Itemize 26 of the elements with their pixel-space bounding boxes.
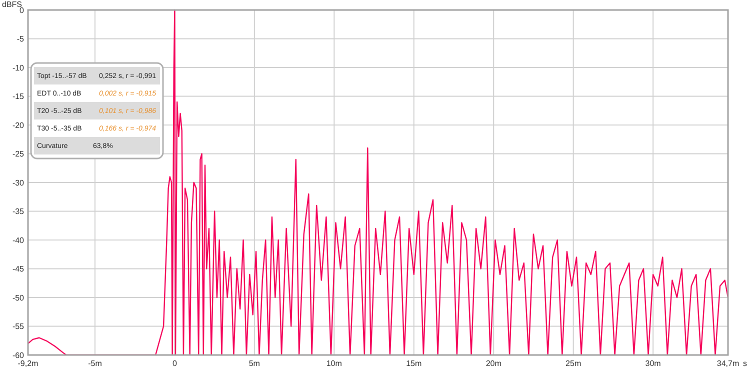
- y-tick-label: 0: [20, 6, 25, 15]
- y-tick-label: -50: [12, 293, 25, 302]
- x-tick-label: 15m: [406, 359, 422, 368]
- x-tick-label: 30m: [645, 359, 662, 368]
- y-tick-label: -40: [12, 236, 25, 245]
- y-tick-label: -20: [12, 120, 25, 130]
- x-tick-label: -5m: [88, 359, 102, 368]
- x-tick-label: -9,2m: [18, 359, 39, 368]
- y-tick-label: -10: [12, 63, 25, 72]
- y-tick-label: -5: [16, 34, 25, 44]
- y-tick-label: -15: [12, 92, 25, 102]
- y-tick-label: -25: [12, 150, 25, 159]
- x-tick-label: 0: [172, 359, 178, 368]
- x-tick-label: 10m: [326, 359, 342, 368]
- x-tick-label: 20m: [486, 359, 502, 368]
- y-tick-label: -60: [12, 350, 25, 360]
- x-tick-label: 34,7m: [716, 359, 740, 368]
- x-tick-label: 25m: [566, 359, 582, 368]
- y-axis-title: dBFS: [2, 0, 22, 9]
- x-tick-label: 5m: [248, 359, 260, 368]
- y-tick-label: -55: [12, 322, 25, 332]
- y-tick-label: -45: [12, 264, 25, 274]
- y-tick-label: -35: [12, 207, 25, 216]
- line-series: [28, 9, 728, 355]
- x-axis-title: s: [743, 359, 747, 368]
- y-tick-label: -30: [12, 178, 25, 188]
